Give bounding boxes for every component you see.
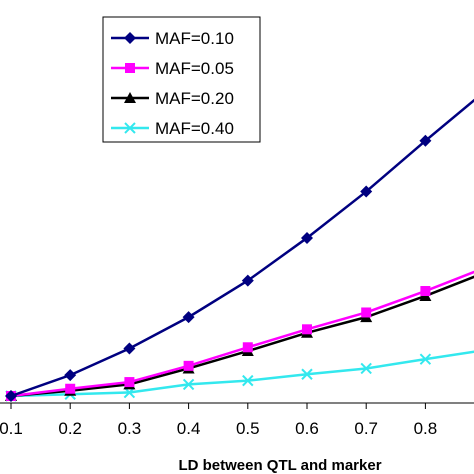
x-tick-label: 0.7 xyxy=(354,419,378,438)
legend-marker-maf-0-40-stroke xyxy=(124,122,136,134)
x-tick-label: 0.8 xyxy=(414,419,438,438)
data-point-maf-0-40 xyxy=(301,368,313,380)
data-point-maf-0-05 xyxy=(65,383,76,394)
series-maf-0-10 xyxy=(5,98,474,402)
data-point-maf-0-40 xyxy=(182,378,195,391)
data-point-maf-0-10 xyxy=(123,342,136,355)
data-point-maf-0-10 xyxy=(419,134,432,147)
series-layer xyxy=(5,98,474,402)
legend-label-maf-0-20: MAF=0.20 xyxy=(155,89,234,108)
data-point-maf-0-05 xyxy=(124,377,135,388)
data-point-maf-0-40-stroke xyxy=(242,374,254,387)
x-axis-ticks: 0.1 0.2 0.3 0.4 0.5 0.6 0.7 0.8 xyxy=(0,403,437,438)
legend-label-maf-0-05: MAF=0.05 xyxy=(155,59,234,78)
data-point-maf-0-10 xyxy=(64,369,77,382)
data-point-maf-0-05 xyxy=(183,360,194,371)
x-tick-label: 0.5 xyxy=(236,419,260,438)
data-point-maf-0-40-stroke xyxy=(301,368,313,380)
series-line-maf-0-20 xyxy=(10,275,474,398)
legend: MAF=0.10 MAF=0.05 MAF=0.20 MAF=0.40 xyxy=(102,16,261,143)
series-line-maf-0-05 xyxy=(10,270,474,398)
data-point-maf-0-40 xyxy=(242,374,254,387)
legend-label-maf-0-10: MAF=0.10 xyxy=(155,29,234,48)
data-point-maf-0-40-stroke xyxy=(419,353,432,365)
data-point-maf-0-05 xyxy=(302,324,312,335)
x-tick-label: 0.4 xyxy=(177,419,201,438)
data-point-maf-0-40-stroke xyxy=(182,378,195,391)
x-axis-title: LD between QTL and marker xyxy=(178,457,381,474)
x-tick-label: 0.6 xyxy=(295,419,319,438)
data-point-maf-0-10 xyxy=(182,311,195,324)
legend-marker-maf-0-20 xyxy=(124,92,136,103)
x-tick-label: 0.2 xyxy=(58,419,82,438)
data-point-maf-0-10 xyxy=(301,231,313,244)
data-point-maf-0-10 xyxy=(241,274,254,287)
series-maf-0-05 xyxy=(6,270,474,401)
data-point-maf-0-10 xyxy=(360,185,373,198)
data-point-maf-0-40 xyxy=(419,353,432,365)
data-point-maf-0-05 xyxy=(242,342,253,353)
legend-label-maf-0-40: MAF=0.40 xyxy=(155,119,234,138)
legend-marker-maf-0-40 xyxy=(124,122,136,134)
data-point-maf-0-05 xyxy=(420,286,431,297)
data-point-maf-0-10 xyxy=(5,390,17,402)
x-tick-label: 0.1 xyxy=(0,419,23,438)
data-point-maf-0-40 xyxy=(360,362,372,375)
data-point-maf-0-05 xyxy=(361,307,372,318)
legend-marker-maf-0-10 xyxy=(124,32,136,44)
series-maf-0-40 xyxy=(5,350,474,402)
legend-marker-maf-0-05 xyxy=(125,63,135,73)
data-point-maf-0-40-stroke xyxy=(360,362,372,375)
x-tick-label: 0.3 xyxy=(118,419,142,438)
